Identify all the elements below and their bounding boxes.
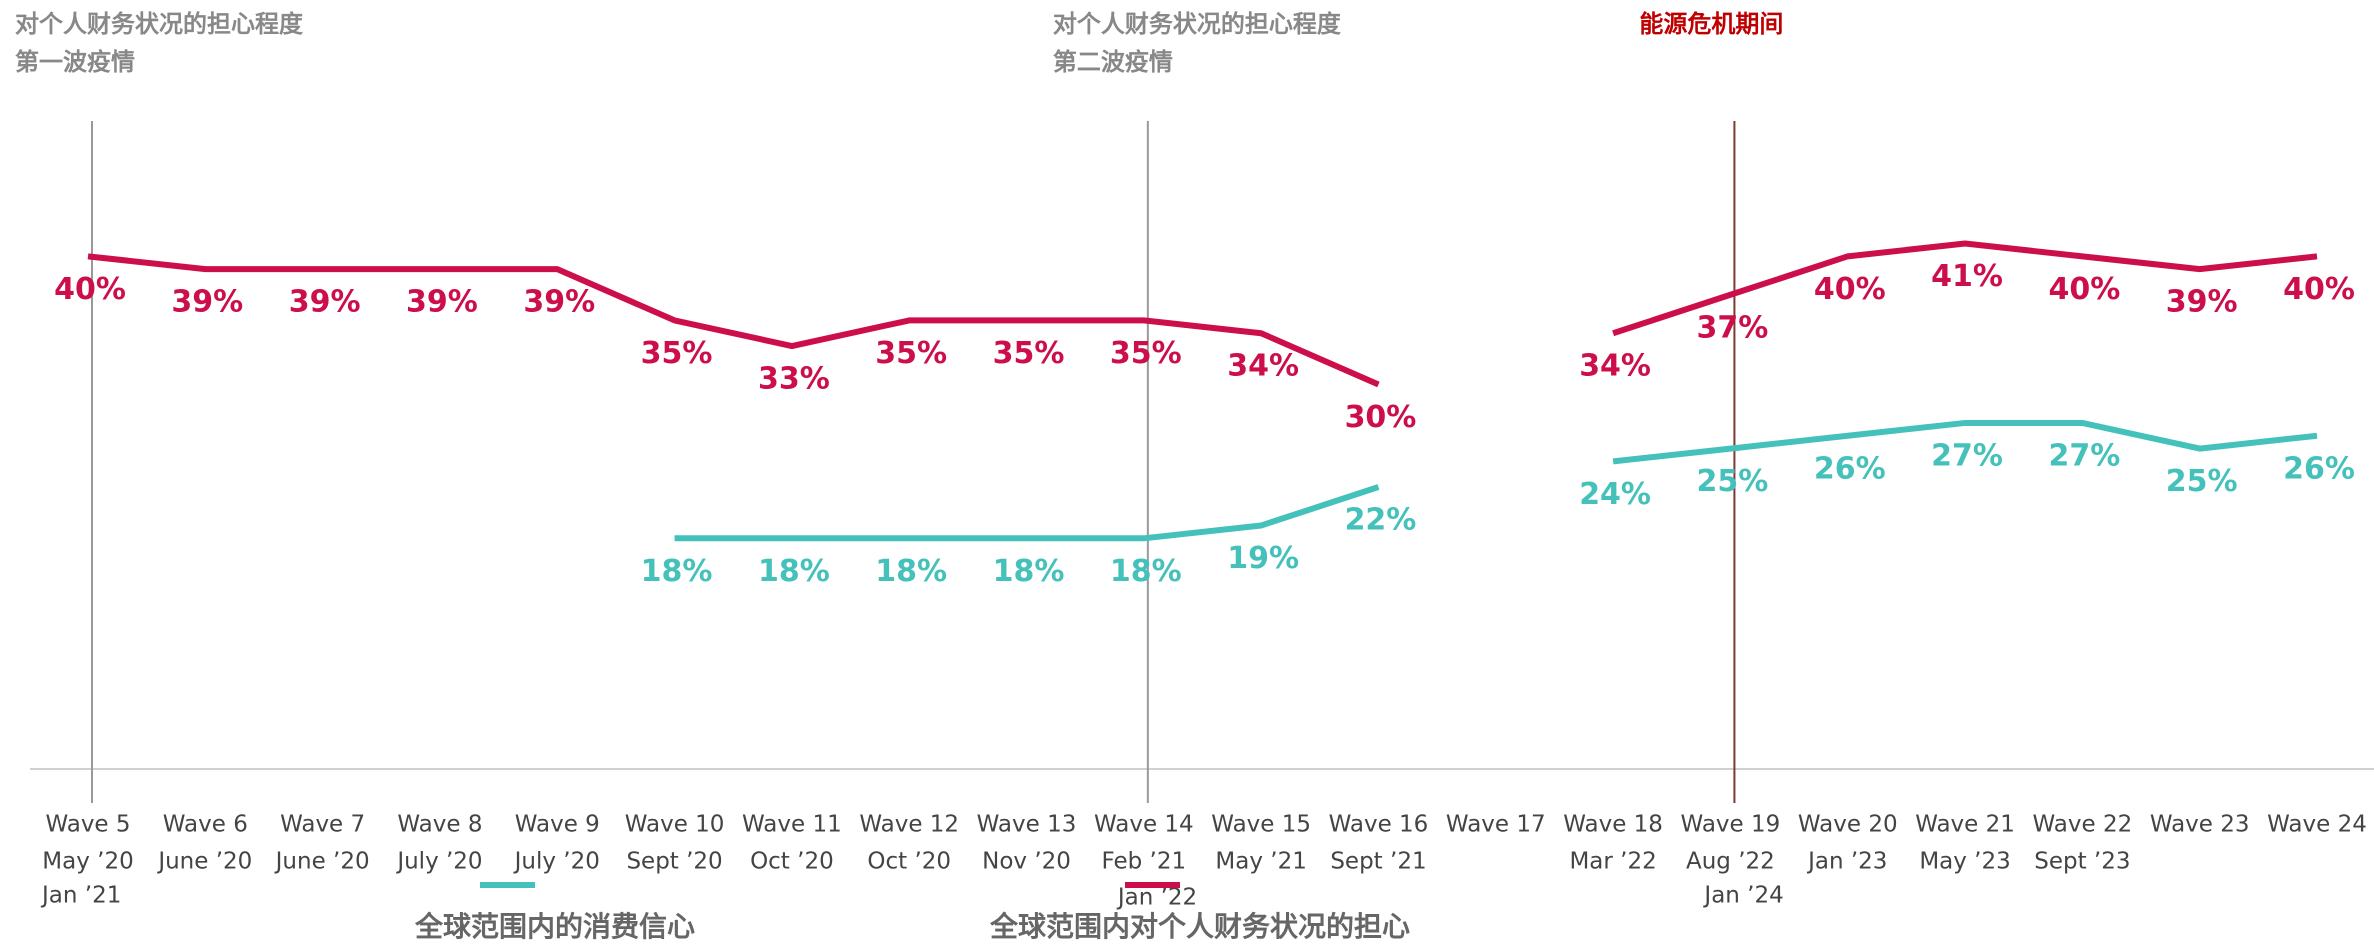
- data-label: 34%: [1227, 349, 1299, 384]
- x-tick-date: Mar ’22: [1569, 849, 1656, 875]
- data-label: 18%: [641, 554, 713, 589]
- annotation: 第一波疫情: [15, 48, 135, 76]
- data-label: 39%: [289, 285, 361, 320]
- x-tick-date: May ’21: [1215, 849, 1306, 875]
- data-label: 25%: [1697, 464, 1769, 499]
- x-tick-label: Wave 6: [163, 812, 248, 838]
- data-label: 19%: [1227, 541, 1299, 576]
- x-tick-date: June ’20: [274, 849, 370, 875]
- data-label: 26%: [1814, 451, 1886, 486]
- series-line: [87, 240, 2318, 388]
- x-tick-date: July ’20: [395, 849, 482, 875]
- data-label: 27%: [2048, 438, 2120, 473]
- data-label: 24%: [1579, 477, 1651, 512]
- annotation: 第二波疫情: [1053, 48, 1173, 76]
- data-label: 34%: [1579, 349, 1651, 384]
- annotation: 能源危机期间: [1639, 10, 1783, 38]
- data-label: 40%: [1814, 272, 1886, 307]
- x-tick-date: Sept ’23: [2034, 849, 2130, 875]
- x-tick-date: Feb ’21: [1102, 849, 1187, 875]
- data-label: 27%: [1931, 438, 2003, 473]
- x-tick-label: Wave 19: [1681, 812, 1781, 838]
- x-tick-date: Nov ’20: [982, 849, 1071, 875]
- x-tick-date: Sept ’21: [1330, 849, 1426, 875]
- data-label: 25%: [2166, 464, 2238, 499]
- data-label: 18%: [1110, 554, 1182, 589]
- x-tick-date: July ’20: [513, 849, 600, 875]
- data-label: 37%: [1697, 310, 1769, 345]
- x-tick-date: Aug ’22: [1686, 849, 1775, 875]
- x-tick-label: Wave 21: [1915, 812, 2015, 838]
- x-tick-label: Wave 22: [2033, 812, 2133, 838]
- legend-label: 全球范围内的消费信心: [414, 910, 695, 943]
- x-tick-label: Wave 24: [2267, 812, 2367, 838]
- x-tick-label: Wave 17: [1446, 812, 1546, 838]
- data-label: 18%: [993, 554, 1065, 589]
- data-label: 39%: [523, 285, 595, 320]
- x-tick-label: Wave 14: [1094, 812, 1194, 838]
- x-tick-label: Wave 13: [977, 812, 1077, 838]
- data-label: 26%: [2283, 451, 2355, 486]
- x-tick-date: Oct ’20: [867, 849, 951, 875]
- annotation-date: Jan ’22: [1116, 885, 1197, 911]
- data-label: 33%: [758, 362, 830, 397]
- data-label: 22%: [1345, 503, 1417, 538]
- x-tick-date: Sept ’20: [626, 849, 722, 875]
- data-label: 18%: [758, 554, 830, 589]
- x-tick-label: Wave 18: [1563, 812, 1663, 838]
- data-label: 35%: [875, 336, 947, 371]
- x-tick-label: Wave 12: [859, 812, 959, 838]
- x-tick-label: Wave 23: [2150, 812, 2250, 838]
- x-tick-label: Wave 7: [280, 812, 365, 838]
- series-line: [674, 419, 2318, 542]
- data-label: 30%: [1345, 400, 1417, 435]
- x-tick-label: Wave 15: [1211, 812, 1311, 838]
- data-label: 35%: [993, 336, 1065, 371]
- x-tick-label: Wave 9: [515, 812, 600, 838]
- x-tick-label: Wave 16: [1329, 812, 1429, 838]
- x-tick-date: May ’20: [42, 849, 133, 875]
- data-label: 39%: [2166, 285, 2238, 320]
- data-label: 41%: [1931, 259, 2003, 294]
- data-label: 40%: [54, 272, 126, 307]
- annotation-date: Jan ’24: [1702, 883, 1783, 909]
- x-tick-label: Wave 5: [45, 812, 130, 838]
- data-label: 40%: [2283, 272, 2355, 307]
- data-label: 39%: [406, 285, 478, 320]
- x-tick-label: Wave 8: [397, 812, 482, 838]
- data-label: 35%: [641, 336, 713, 371]
- annotation: 对个人财务状况的担心程度: [1053, 10, 1342, 38]
- data-label: 35%: [1110, 336, 1182, 371]
- x-tick-date: Oct ’20: [750, 849, 834, 875]
- data-label: 39%: [171, 285, 243, 320]
- legend-label: 全球范围内对个人财务状况的担心: [989, 910, 1410, 943]
- x-tick-date: May ’23: [1919, 849, 2010, 875]
- x-tick-date: Jan ’23: [1806, 849, 1887, 875]
- x-tick-label: Wave 20: [1798, 812, 1898, 838]
- x-tick-date: June ’20: [156, 849, 252, 875]
- data-label: 40%: [2048, 272, 2120, 307]
- x-tick-label: Wave 10: [625, 812, 725, 838]
- annotation-date: Jan ’21: [40, 883, 121, 909]
- data-label: 18%: [875, 554, 947, 589]
- x-tick-label: Wave 11: [742, 812, 842, 838]
- annotation: 对个人财务状况的担心程度: [15, 10, 304, 38]
